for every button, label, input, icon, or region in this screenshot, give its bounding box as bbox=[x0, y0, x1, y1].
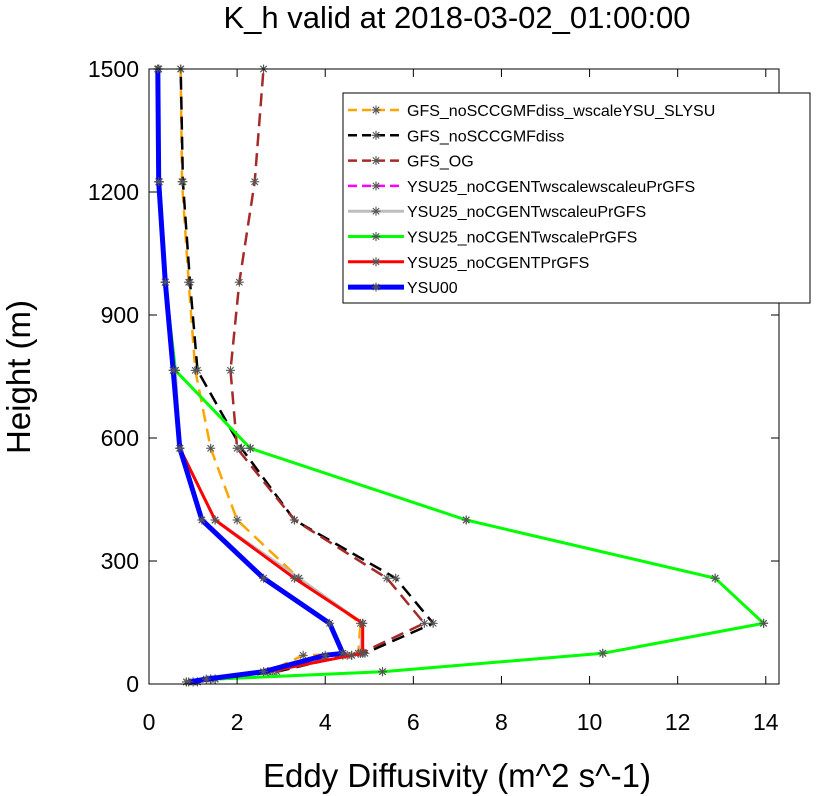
legend-label: GFS_OG bbox=[407, 154, 474, 171]
data-point-marker bbox=[168, 365, 178, 375]
data-point-marker bbox=[419, 618, 429, 628]
legend-marker bbox=[371, 206, 381, 216]
legend-label: YSU00 bbox=[407, 280, 458, 297]
series-YSU00 bbox=[153, 64, 348, 687]
data-point-marker bbox=[347, 650, 357, 660]
data-point-marker bbox=[250, 177, 260, 187]
legend-item: YSU25_noCGENTwscalewscaleuPrGFS bbox=[348, 179, 695, 196]
legend-item: GFS_noSCCGMFdiss_wscaleYSU_SLYSU bbox=[348, 103, 715, 120]
data-point-marker bbox=[226, 365, 236, 375]
legend-marker bbox=[371, 282, 381, 292]
y-tick-label: 300 bbox=[101, 548, 139, 574]
x-tick-label: 6 bbox=[407, 709, 420, 735]
y-tick-label: 1500 bbox=[88, 56, 139, 82]
series-layer bbox=[153, 64, 769, 687]
legend: GFS_noSCCGMFdiss_wscaleYSU_SLYSU GFS_noSC… bbox=[342, 92, 811, 304]
data-point-marker bbox=[428, 618, 438, 628]
x-axis-title: Eddy Diffusivity (m^2 s^-1) bbox=[263, 757, 651, 794]
data-point-marker bbox=[175, 443, 185, 453]
data-point-marker bbox=[234, 277, 244, 287]
data-point-marker bbox=[461, 515, 471, 525]
data-point-marker bbox=[178, 177, 188, 187]
legend-marker bbox=[371, 232, 381, 241]
legend-marker bbox=[371, 105, 381, 115]
legend-item: YSU25_noCGENTwscaleuPrGFS bbox=[348, 204, 646, 221]
legend-label: YSU25_noCGENTwscalewscaleuPrGFS bbox=[407, 179, 695, 196]
y-tick-label: 1200 bbox=[88, 179, 139, 205]
y-tick-label: 900 bbox=[101, 302, 139, 328]
y-tick-label: 0 bbox=[126, 671, 139, 697]
data-point-marker bbox=[259, 573, 269, 583]
x-tick-label: 4 bbox=[319, 709, 332, 735]
plot-frame bbox=[148, 68, 780, 685]
legend-label: YSU25_noCGENTwscalePrGFS bbox=[407, 230, 637, 247]
data-point-marker bbox=[710, 573, 720, 583]
x-axis: 0 2 4 6 8 10 12 14 bbox=[143, 69, 779, 735]
series-YSU25_noCGENTwscaleuPrGFS bbox=[153, 64, 368, 687]
data-point-marker bbox=[382, 573, 392, 583]
y-tick-label: 600 bbox=[101, 425, 139, 451]
legend-marker bbox=[371, 130, 381, 140]
plot-area bbox=[148, 64, 780, 687]
data-point-marker bbox=[298, 650, 308, 660]
data-point-marker bbox=[210, 515, 220, 525]
data-point-marker bbox=[358, 648, 368, 658]
data-point-marker bbox=[338, 648, 348, 658]
series-line bbox=[156, 68, 365, 684]
data-point-marker bbox=[232, 443, 242, 453]
data-point-marker bbox=[289, 573, 299, 583]
legend-label: YSU25_noCGENTPrGFS bbox=[407, 255, 589, 272]
legend-marker bbox=[371, 181, 381, 191]
legend-marker bbox=[371, 156, 381, 166]
legend-label: YSU25_noCGENTwscaleuPrGFS bbox=[407, 204, 646, 221]
legend-item: YSU25_noCGENTPrGFS bbox=[348, 255, 589, 272]
chart-title: K_h valid at 2018-03-02_01:00:00 bbox=[223, 0, 690, 35]
data-point-marker bbox=[358, 618, 368, 628]
legend-item: YSU00 bbox=[348, 280, 458, 297]
data-point-marker bbox=[259, 667, 269, 677]
data-point-marker bbox=[192, 365, 202, 375]
legend-marker bbox=[371, 257, 381, 267]
data-point-marker bbox=[206, 443, 216, 453]
legend-label: GFS_noSCCGMFdiss bbox=[407, 128, 564, 145]
series-line bbox=[156, 68, 365, 684]
data-point-marker bbox=[232, 515, 242, 525]
data-point-marker bbox=[377, 667, 387, 677]
x-tick-label: 10 bbox=[577, 709, 603, 735]
x-tick-label: 0 bbox=[143, 709, 156, 735]
data-point-marker bbox=[325, 618, 335, 628]
data-point-marker bbox=[201, 674, 211, 684]
data-point-marker bbox=[197, 515, 207, 525]
legend-box bbox=[342, 92, 811, 304]
data-point-marker bbox=[184, 677, 194, 687]
data-point-marker bbox=[759, 618, 769, 628]
data-point-marker bbox=[154, 177, 164, 187]
data-point-marker bbox=[391, 573, 401, 583]
series-line bbox=[179, 68, 362, 684]
series-GFS_noSCCGMFdiss_wscaleYSU_SLYSU bbox=[176, 64, 365, 687]
legend-item: GFS_OG bbox=[348, 154, 474, 171]
x-tick-label: 8 bbox=[495, 709, 508, 735]
series-YSU25_noCGENTPrGFS bbox=[153, 64, 368, 687]
data-point-marker bbox=[160, 277, 170, 287]
data-point-marker bbox=[245, 443, 255, 453]
legend-item: YSU25_noCGENTwscalePrGFS bbox=[348, 230, 637, 247]
x-tick-label: 2 bbox=[231, 709, 244, 735]
y-axis-title: Height (m) bbox=[0, 300, 37, 454]
y-axis: 0 300 600 900 1200 1500 bbox=[88, 56, 779, 697]
data-point-marker bbox=[320, 650, 330, 660]
data-point-marker bbox=[289, 515, 299, 525]
data-point-marker bbox=[185, 277, 195, 287]
data-point-marker bbox=[598, 648, 608, 658]
x-tick-label: 12 bbox=[665, 709, 691, 735]
legend-item: GFS_noSCCGMFdiss bbox=[348, 128, 564, 145]
legend-label: GFS_noSCCGMFdiss_wscaleYSU_SLYSU bbox=[407, 103, 715, 120]
x-tick-label: 14 bbox=[753, 709, 779, 735]
